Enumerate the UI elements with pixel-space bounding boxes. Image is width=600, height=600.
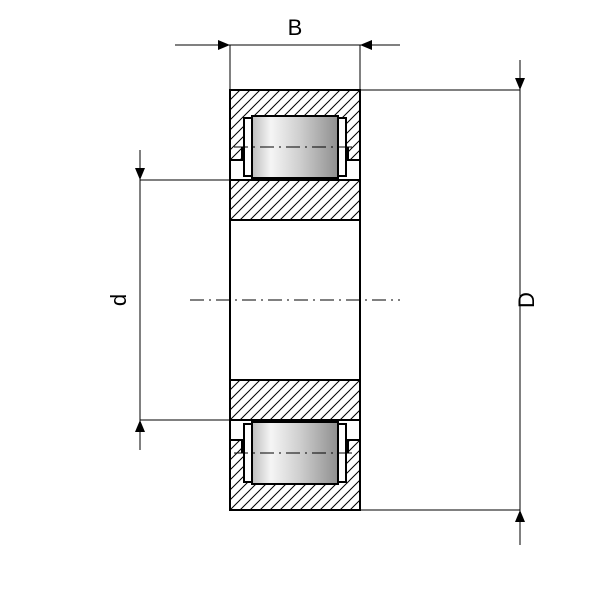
- inner-ring-top: [230, 180, 360, 220]
- dimension-label-b: B: [288, 15, 303, 40]
- bearing-cross-section-diagram: B Dd: [0, 0, 600, 600]
- inner-ring-bottom: [230, 380, 360, 420]
- dimension-label-D: D: [514, 292, 539, 308]
- dimension-label-d: d: [106, 294, 131, 306]
